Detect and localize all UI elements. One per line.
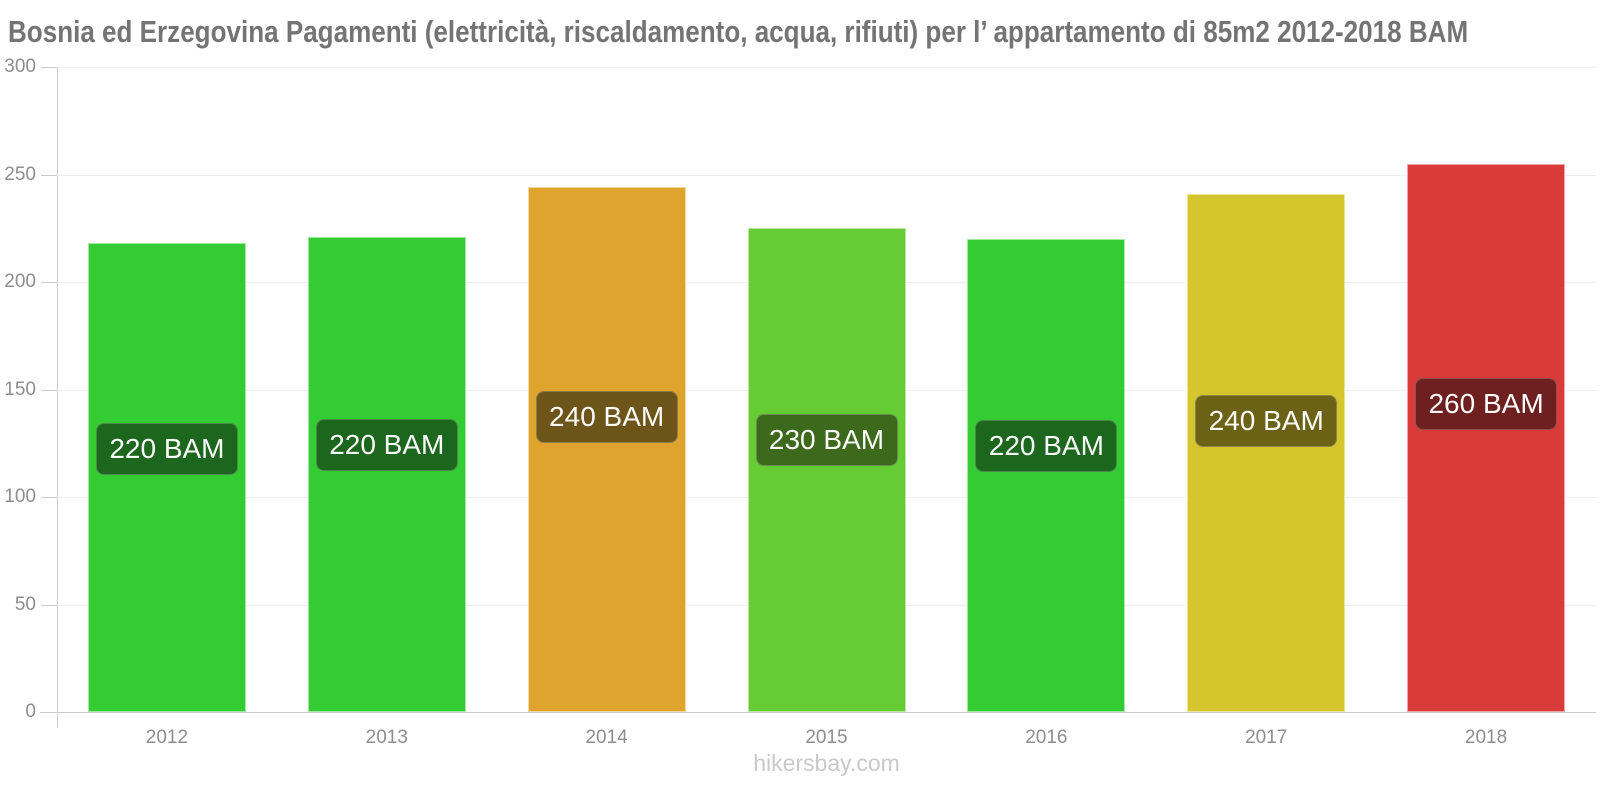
x-axis-label-2013: 2013	[365, 727, 408, 748]
y-axis-label-0: 0	[25, 701, 36, 722]
bar-value-label-2012: 220 BAM	[95, 422, 238, 475]
watermark: hikersbay.com	[753, 750, 900, 776]
plot-area: 220 BAM 220 BAM 240 BAM 230 BAM 220 BAM 240 B…	[57, 67, 1596, 712]
bar-2018[interactable]: 260 BAM	[1407, 163, 1566, 712]
y-tick-100	[41, 497, 57, 498]
bar-2016[interactable]: 220 BAM	[967, 239, 1126, 712]
bar-value-label-2014: 240 BAM	[535, 391, 678, 444]
x-axis-label-2016: 2016	[1025, 727, 1068, 748]
y-tick-300	[41, 67, 57, 68]
x-axis-label-2014: 2014	[585, 727, 628, 748]
y-axis-label-250: 250	[4, 163, 36, 185]
gridline-300	[57, 67, 1596, 68]
y-axis-label-150: 150	[4, 378, 36, 400]
y-tick-50	[41, 604, 57, 606]
bar-2015[interactable]: 230 BAM	[747, 228, 906, 712]
y-axis-label-50: 50	[14, 593, 36, 615]
y-axis-label-200: 200	[4, 271, 36, 292]
y-axis-line	[57, 67, 58, 728]
bar-value-label-2016: 220 BAM	[975, 420, 1118, 473]
y-axis-label-100: 100	[4, 486, 36, 507]
x-axis-label-2017: 2017	[1245, 727, 1288, 748]
y-tick-150	[41, 389, 57, 391]
x-axis-label-2012: 2012	[145, 727, 189, 748]
y-tick-250	[41, 174, 57, 176]
bar-value-label-2018: 260 BAM	[1415, 377, 1558, 430]
x-axis-line	[40, 712, 1596, 713]
y-axis-label-300: 300	[4, 56, 36, 77]
bar-2014[interactable]: 240 BAM	[527, 187, 686, 712]
x-axis-label-2018: 2018	[1464, 727, 1508, 748]
bar-value-label-2015: 230 BAM	[755, 414, 898, 467]
gridline-250	[57, 174, 1596, 176]
x-axis-label-2015: 2015	[805, 727, 848, 748]
bar-value-label-2013: 220 BAM	[315, 418, 458, 471]
bar-2012[interactable]: 220 BAM	[87, 243, 246, 712]
chart-title: Bosnia ed Erzegovina Pagamenti (elettric…	[8, 14, 1469, 49]
bar-2017[interactable]: 240 BAM	[1187, 193, 1346, 712]
y-tick-200	[41, 282, 57, 283]
bar-value-label-2017: 240 BAM	[1195, 394, 1338, 447]
bar-2013[interactable]: 220 BAM	[307, 236, 466, 712]
y-tick-0	[41, 712, 57, 713]
